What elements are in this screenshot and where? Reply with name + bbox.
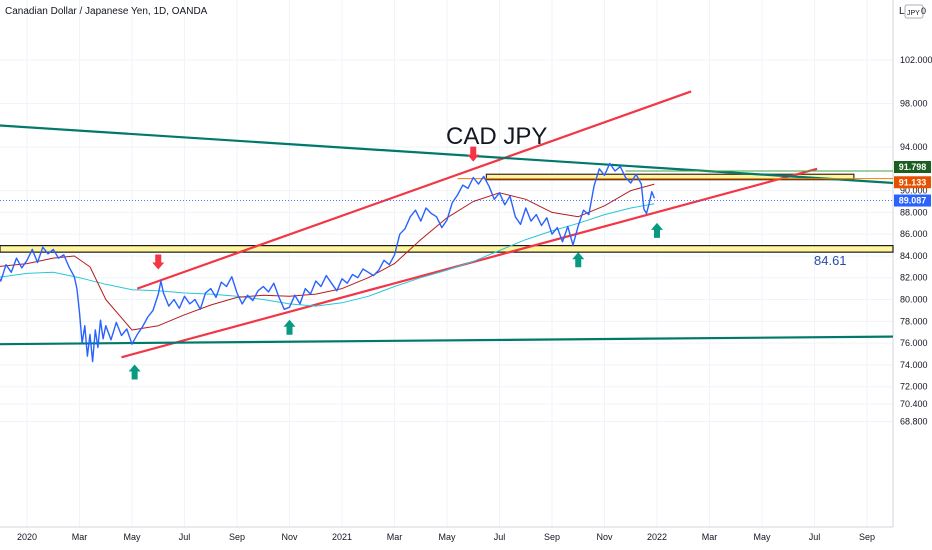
y-tick-label: 86.000 [900, 229, 928, 239]
y-tick-label: 88.000 [900, 207, 928, 217]
grid [0, 0, 894, 528]
price-axis-background [894, 0, 932, 550]
trendlines [0, 90, 894, 359]
x-tick-label: Sep [229, 532, 245, 542]
x-tick-label: Nov [281, 532, 298, 542]
y-tick-label: 98.000 [900, 98, 928, 108]
chart-annotation-title: CAD JPY [446, 123, 547, 150]
signal-arrows [128, 146, 663, 380]
series-moving-average-fast [0, 183, 655, 331]
support-level-label: 84.61 [814, 253, 847, 268]
y-tick-label: 94.000 [900, 142, 928, 152]
price-badge-label: 91.798 [899, 162, 927, 172]
y-tick-label: 90.000 [900, 186, 928, 196]
arrow-up-icon [283, 319, 296, 335]
x-tick-label: May [438, 532, 456, 542]
y-tick-label: 82.000 [900, 273, 928, 283]
y-tick-label: 84.000 [900, 251, 928, 261]
price-zones [0, 173, 894, 253]
x-tick-label: Jul [179, 532, 191, 542]
trendline-long-uptrend [0, 335, 894, 346]
currency-badge[interactable]: JPY [907, 10, 920, 17]
x-tick-label: Sep [859, 532, 875, 542]
x-tick-label: Mar [702, 532, 718, 542]
x-tick-label: 2022 [647, 532, 667, 542]
price-badge [894, 161, 931, 174]
y-tick-label: 76.000 [900, 338, 928, 348]
x-tick-label: Jul [809, 532, 821, 542]
series-moving-average-slow [0, 203, 655, 307]
trendline-long-downtrend [0, 124, 894, 185]
x-tick-label: Jul [494, 532, 506, 542]
currency-badge-frame[interactable] [904, 4, 924, 19]
price-badge-label: 89.087 [899, 196, 927, 206]
resistance-zone [485, 173, 855, 181]
x-tick-label: May [123, 532, 141, 542]
arrow-down-icon [152, 254, 165, 270]
y-tick-label: 102.000 [900, 55, 932, 65]
y-tick-label: 74.000 [900, 360, 928, 370]
price-badge [894, 194, 931, 207]
arrow-up-icon [572, 252, 585, 268]
y-tick-label: 78.000 [900, 316, 928, 326]
arrow-up-icon [128, 364, 141, 380]
y-tick-label: 68.800 [900, 417, 928, 427]
x-tick-label: Mar [387, 532, 403, 542]
price-series [0, 162, 656, 363]
support-zone [0, 245, 894, 253]
time-axis[interactable]: 2020 Mar May Jul Sep Nov 2021 Mar May Jul Sep Nov 20… [0, 528, 893, 550]
price-axis[interactable]: 102.000 98.000 94.000 90.000 88.000 86.000 84.… [894, 0, 932, 550]
symbol-header[interactable]: Canadian Dollar / Japanese Yen, 1D, OAND… [5, 6, 208, 17]
price-badge-label: 91.133 [899, 177, 927, 187]
x-tick-label: 2020 [17, 532, 37, 542]
x-tick-label: 2021 [332, 532, 352, 542]
y-tick-label: 70.400 [900, 399, 928, 409]
scale-log-toggle[interactable]: L [899, 6, 905, 17]
trendline-channel-upper [136, 90, 692, 290]
arrow-up-icon [651, 222, 663, 238]
x-tick-label: Nov [596, 532, 613, 542]
price-badge [894, 176, 931, 189]
arrow-down-icon [467, 146, 480, 162]
series-price [0, 162, 656, 363]
x-tick-label: Mar [72, 532, 88, 542]
x-tick-label: May [753, 532, 771, 542]
time-axis-background [0, 528, 893, 550]
x-tick-label: Sep [544, 532, 560, 542]
y-tick-label: 72.000 [900, 382, 928, 392]
scale-zero: 0 [921, 6, 926, 16]
y-tick-label: 80.000 [900, 295, 928, 305]
